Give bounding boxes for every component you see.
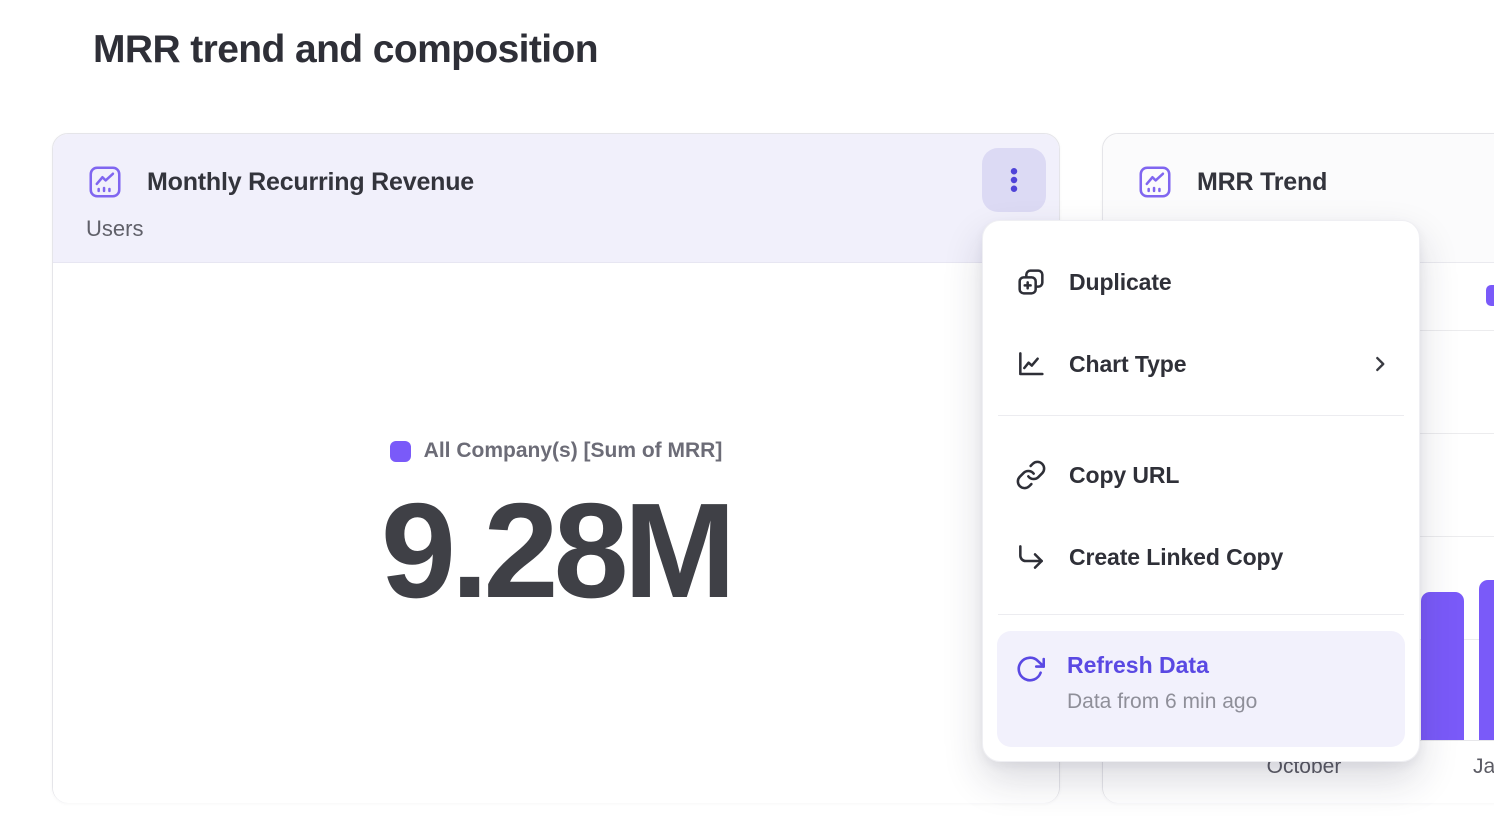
refresh-data-age: Data from 6 min ago — [1067, 690, 1258, 713]
menu-item-label: Copy URL — [1069, 461, 1180, 488]
chevron-right-icon — [1367, 351, 1393, 377]
menu-item-chart-type[interactable]: Chart Type — [983, 323, 1419, 405]
corner-down-right-icon — [1015, 541, 1047, 573]
menu-divider — [998, 614, 1404, 615]
chart-type-icon — [1015, 348, 1047, 380]
trend-bars — [1421, 580, 1494, 740]
menu-item-create-linked-copy[interactable]: Create Linked Copy — [983, 516, 1419, 598]
legend-label: All Company(s) [Sum of MRR] — [423, 439, 723, 462]
mrr-kpi-card-title: Monthly Recurring Revenue — [147, 167, 474, 196]
x-axis-label-january: Ja — [1473, 755, 1494, 778]
mrr-kpi-card-body: All Company(s) [Sum of MRR] 9.28M — [53, 263, 1059, 803]
trend-legend-swatch — [1486, 285, 1494, 306]
refresh-icon — [1015, 654, 1045, 684]
menu-item-label: Chart Type — [1069, 350, 1187, 377]
mrr-kpi-card-header: Monthly Recurring Revenue Users — [53, 134, 1059, 263]
mrr-kpi-card: Monthly Recurring Revenue Users All Comp… — [52, 133, 1060, 803]
chart-widget-icon — [86, 163, 124, 201]
card-menu-button[interactable] — [982, 148, 1046, 212]
trend-bar — [1421, 592, 1464, 740]
mrr-trend-card-title: MRR Trend — [1197, 167, 1328, 196]
menu-item-duplicate[interactable]: Duplicate — [983, 241, 1419, 323]
page-title: MRR trend and composition — [93, 28, 599, 71]
trend-bar — [1479, 580, 1494, 740]
kpi-legend: All Company(s) [Sum of MRR] — [53, 439, 1059, 463]
menu-item-refresh-data[interactable]: Refresh Data Data from 6 min ago — [997, 631, 1405, 747]
kebab-dots-icon — [1010, 168, 1018, 192]
menu-item-label: Create Linked Copy — [1069, 543, 1284, 570]
kpi-value: 9.28M — [380, 475, 736, 626]
legend-swatch — [389, 440, 411, 462]
menu-item-label: Duplicate — [1069, 268, 1172, 295]
menu-item-label: Refresh Data — [1067, 652, 1209, 678]
duplicate-icon — [1015, 266, 1047, 298]
menu-item-copy-url[interactable]: Copy URL — [983, 434, 1419, 516]
chart-widget-icon — [1136, 163, 1174, 201]
card-context-menu: Duplicate Chart Type — [982, 220, 1420, 762]
link-icon — [1015, 459, 1047, 491]
menu-divider — [998, 415, 1404, 416]
mrr-kpi-card-subtitle: Users — [86, 216, 144, 241]
